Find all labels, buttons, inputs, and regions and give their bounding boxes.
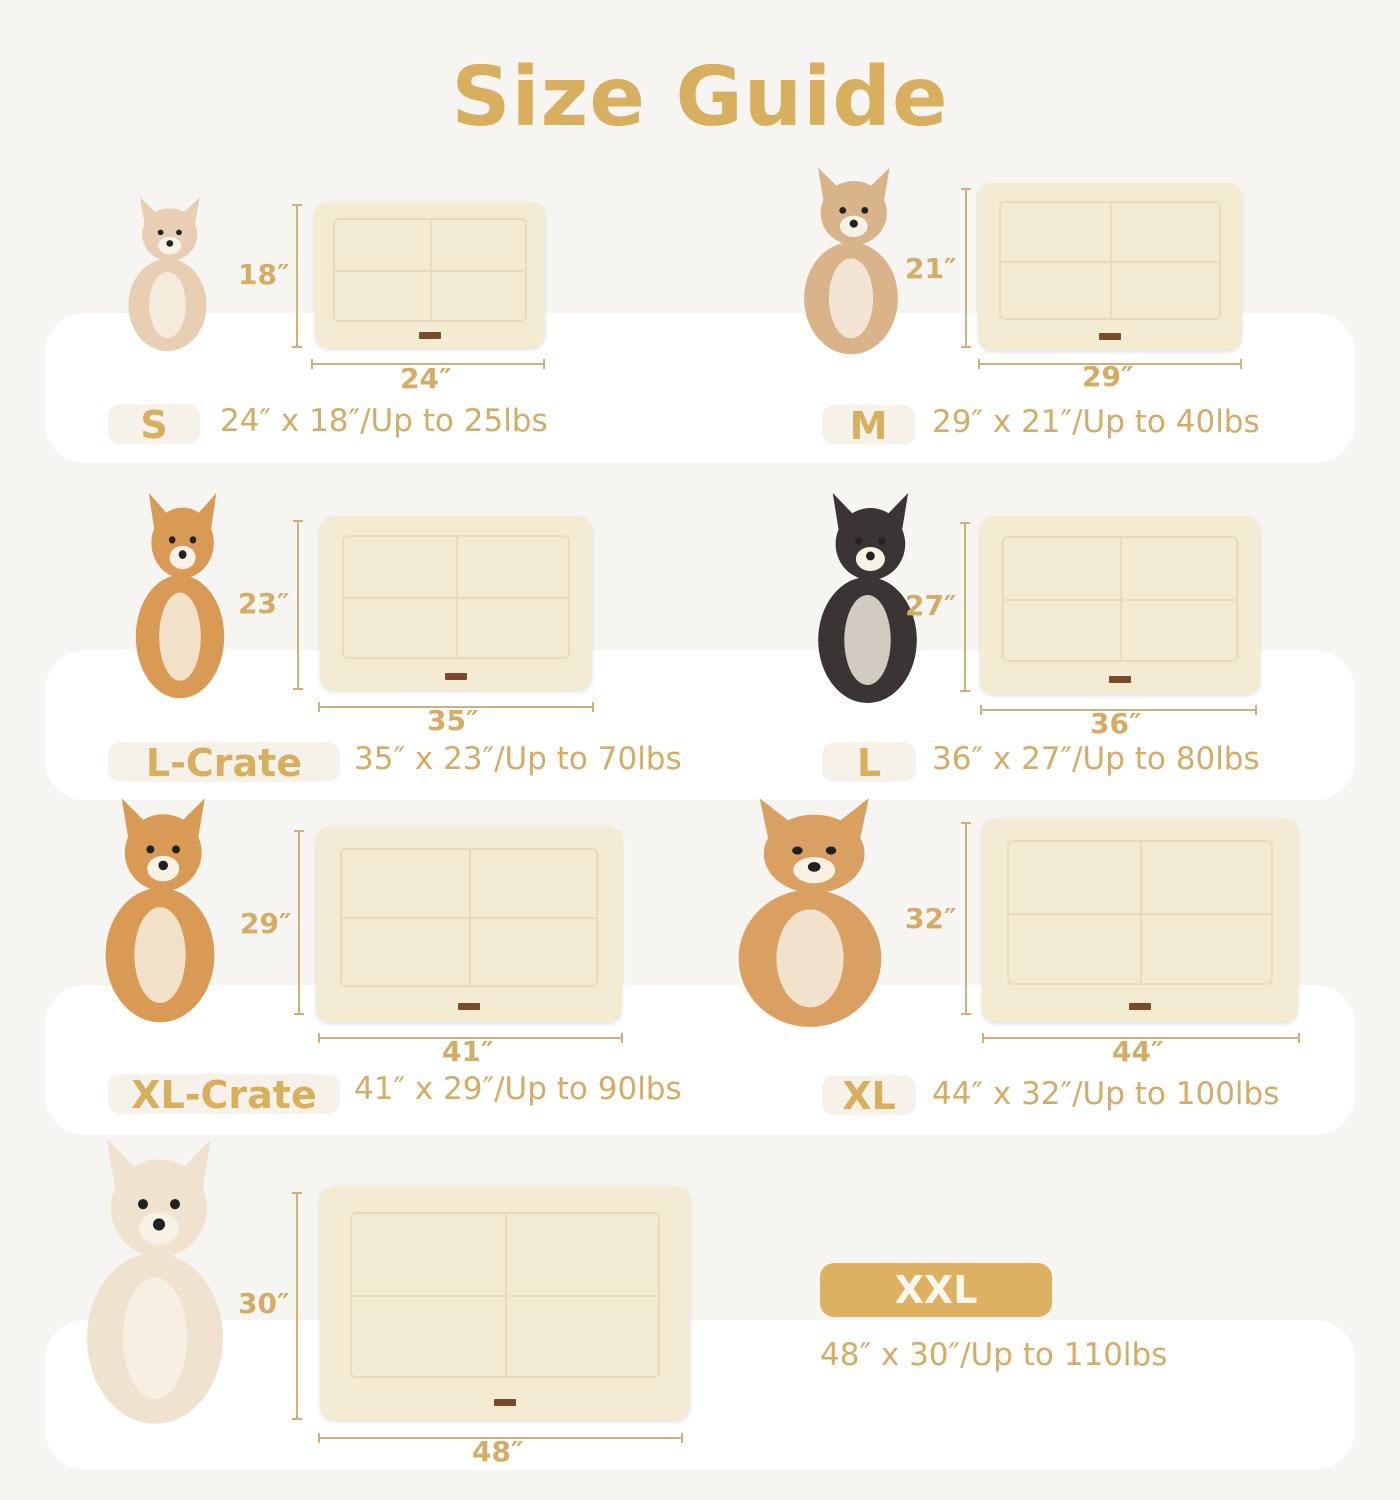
height-label: 27″	[905, 589, 957, 622]
mat-quilting	[340, 847, 598, 987]
height-label: 18″	[238, 258, 290, 291]
mat-quilting	[1007, 840, 1273, 986]
size-spec-text: 35″ x 23″/Up to 70lbs	[354, 741, 682, 777]
height-dimension-line	[292, 204, 308, 348]
mat-image	[316, 826, 622, 1022]
size-badge: L	[822, 742, 916, 784]
height-dimension-line	[960, 522, 976, 692]
size-badge: XL	[822, 1075, 916, 1117]
row-band	[45, 1320, 1355, 1470]
height-label: 32″	[905, 902, 957, 935]
height-label: 23″	[238, 587, 290, 620]
width-dimension-line	[978, 359, 1242, 375]
width-dimension-line	[318, 1033, 623, 1049]
width-dimension-line	[982, 1033, 1300, 1049]
mat-image	[982, 818, 1298, 1022]
width-dimension-line	[311, 359, 545, 375]
width-label: 24″	[400, 362, 452, 395]
mat-brand-tag	[1109, 676, 1131, 684]
height-dimension-line	[961, 822, 977, 1015]
width-label: 36″	[1090, 707, 1142, 740]
size-badge: L-Crate	[108, 742, 340, 784]
height-label: 30″	[238, 1287, 290, 1320]
size-badge: XL-Crate	[108, 1074, 340, 1116]
mat-image	[980, 516, 1260, 694]
mat-brand-tag	[494, 1398, 516, 1406]
height-label: 21″	[905, 252, 957, 285]
mat-brand-tag	[419, 332, 441, 340]
width-dimension-line	[318, 702, 594, 718]
dog-image-shiba-inu	[80, 795, 240, 1035]
mat-brand-tag	[1099, 332, 1121, 340]
width-dimension-line	[980, 705, 1257, 721]
height-dimension-line	[292, 1192, 308, 1420]
height-dimension-line	[293, 520, 309, 690]
mat-image	[320, 516, 592, 690]
dog-image-fluffy-small-dog	[782, 165, 920, 365]
width-dimension-line	[318, 1433, 683, 1449]
mat-brand-tag	[458, 1003, 480, 1011]
dog-image-chihuahua-puppy	[110, 195, 225, 360]
dog-image-white-golden-retriever	[55, 1135, 255, 1440]
mat-quilting	[1002, 535, 1238, 662]
mat-brand-tag	[445, 672, 467, 680]
width-label: 44″	[1112, 1035, 1164, 1068]
mat-image	[320, 1186, 690, 1420]
width-label: 48″	[472, 1435, 524, 1468]
size-badge: M	[822, 405, 915, 447]
width-label: 35″	[427, 704, 479, 737]
size-spec-text: 41″ x 29″/Up to 90lbs	[354, 1071, 682, 1107]
size-spec-text: 48″ x 30″/Up to 110lbs	[820, 1337, 1168, 1373]
dog-image-border-collie	[795, 490, 940, 715]
mat-brand-tag	[1129, 1002, 1151, 1010]
height-label: 29″	[240, 907, 292, 940]
width-label: 41″	[442, 1035, 494, 1068]
height-dimension-line	[294, 830, 310, 1015]
mat-quilting	[999, 201, 1221, 320]
mat-quilting	[341, 535, 571, 659]
height-dimension-line	[961, 188, 977, 348]
size-spec-text: 24″ x 18″/Up to 25lbs	[220, 403, 548, 439]
dog-image-corgi	[115, 490, 245, 710]
page-title: Size Guide	[451, 50, 949, 145]
mat-quilting	[333, 218, 527, 322]
dog-image-golden-retriever	[705, 795, 915, 1040]
width-label: 29″	[1082, 360, 1134, 393]
size-spec-text: 29″ x 21″/Up to 40lbs	[932, 404, 1260, 440]
mat-image	[978, 183, 1242, 350]
size-badge: XXL	[820, 1263, 1052, 1317]
size-spec-text: 44″ x 32″/Up to 100lbs	[932, 1076, 1280, 1112]
mat-image	[315, 202, 545, 348]
size-badge: S	[108, 404, 200, 446]
mat-quilting	[349, 1211, 661, 1378]
size-spec-text: 36″ x 27″/Up to 80lbs	[932, 741, 1260, 777]
